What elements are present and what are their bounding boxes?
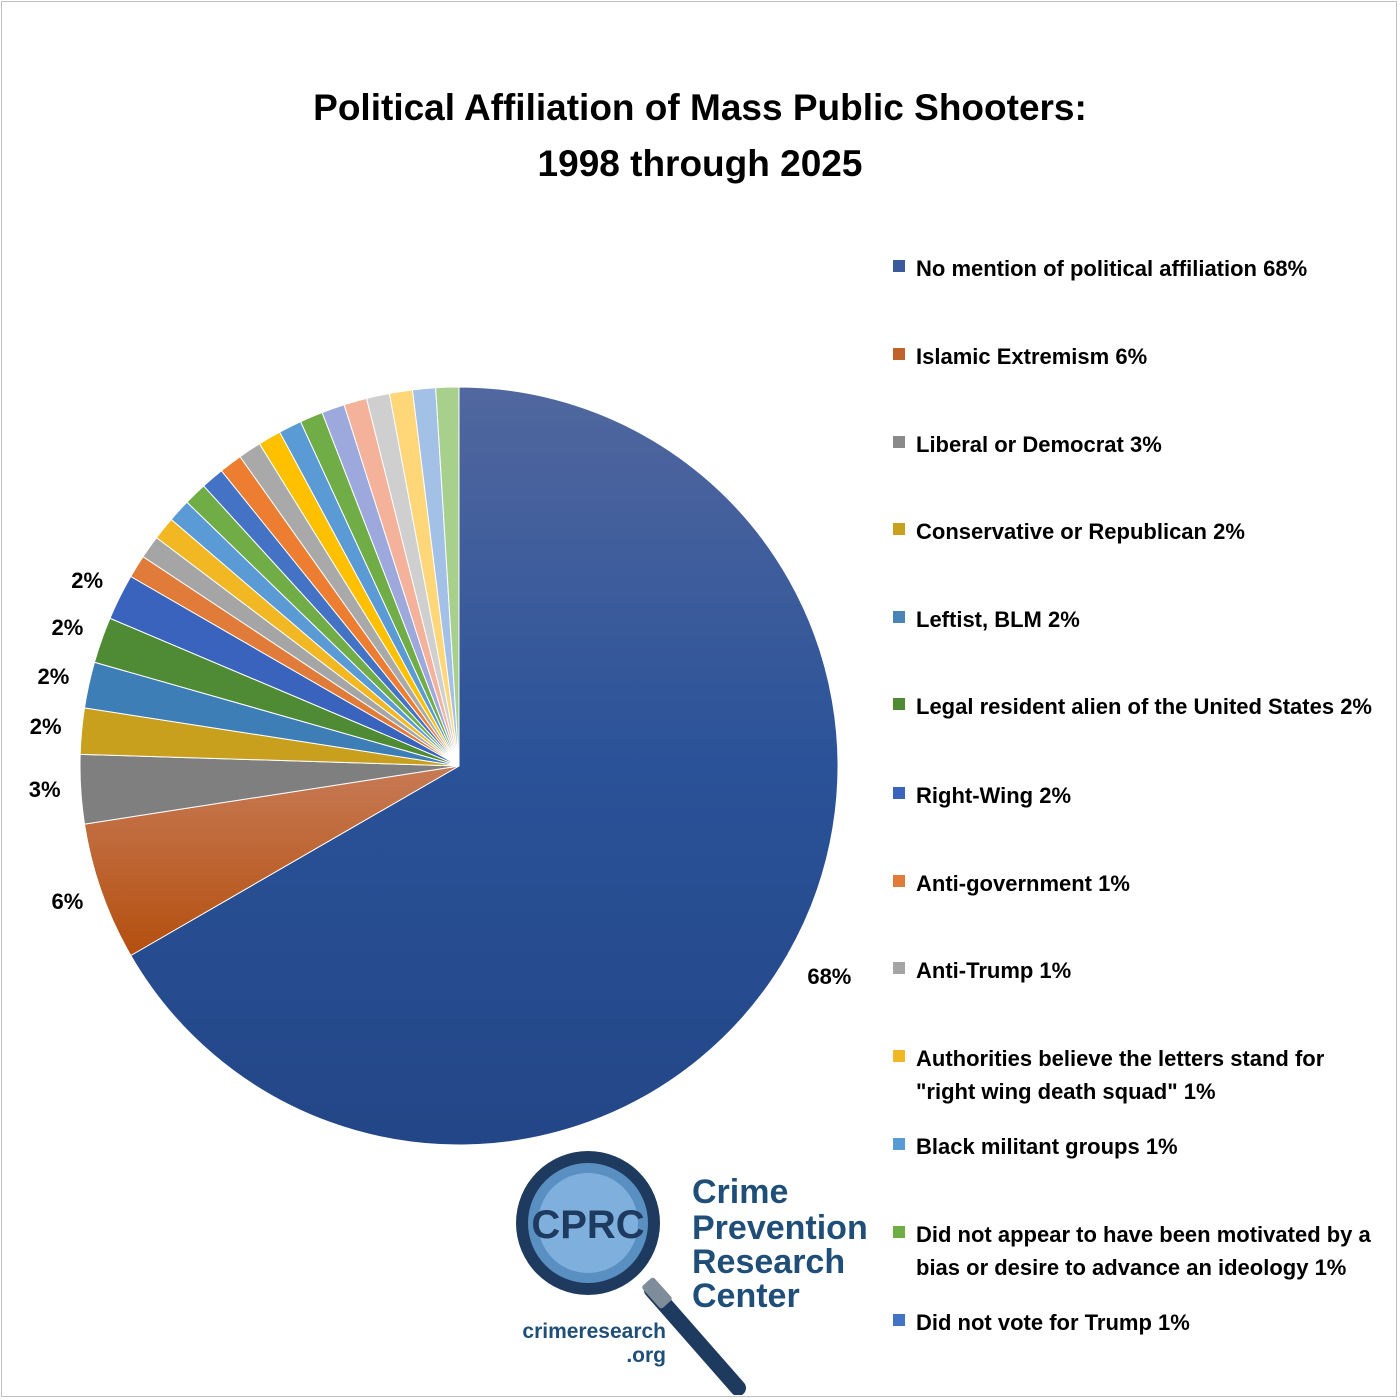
pie-data-label: 2% (37, 663, 70, 689)
legend-item: Authorities believe the letters stand fo… (893, 1042, 1373, 1108)
legend-label: Islamic Extremism 6% (916, 344, 1148, 369)
pie-slice (130, 386, 839, 1146)
legend-item: Conservative or Republican 2% (893, 515, 1373, 548)
logo-badge-text: CPRC (531, 1203, 644, 1247)
logo-name-line-4: Center (692, 1277, 800, 1315)
magnifier-icon: CPRC (516, 1151, 746, 1395)
legend-item: Did not vote for Trump 1% (893, 1306, 1373, 1339)
pie-data-label: 2% (71, 567, 104, 593)
legend-item: No mention of political affiliation 68% (893, 252, 1373, 285)
logo-url-line-2: .org (626, 1344, 666, 1367)
legend-label: Authorities believe the letters stand fo… (916, 1046, 1325, 1104)
legend-label: Leftist, BLM 2% (916, 607, 1080, 632)
legend-item: Anti-Trump 1% (893, 954, 1373, 987)
legend-swatch (893, 436, 905, 448)
legend-label: Conservative or Republican 2% (916, 519, 1245, 544)
logo-name-line-2: Prevention (692, 1209, 868, 1247)
pie-data-label: 6% (51, 889, 84, 915)
legend-item: Islamic Extremism 6% (893, 340, 1373, 373)
legend-item: Black militant groups 1% (893, 1130, 1373, 1163)
logo-url-line-1: crimeresearch (522, 1320, 666, 1343)
legend-swatch (893, 348, 905, 360)
legend-swatch (893, 1314, 905, 1326)
legend-label: Did not appear to have been motivated by… (916, 1222, 1371, 1280)
legend-label: Liberal or Democrat 3% (916, 432, 1162, 457)
legend-swatch (893, 523, 905, 535)
legend-label: Right-Wing 2% (916, 783, 1071, 808)
legend-item: Leftist, BLM 2% (893, 603, 1373, 636)
legend-item: Did not appear to have been motivated by… (893, 1218, 1373, 1284)
legend-label: Black militant groups 1% (916, 1134, 1178, 1159)
pie-slice (435, 386, 460, 767)
legend-label: Anti-government 1% (916, 871, 1130, 896)
legend-label: Did not vote for Trump 1% (916, 1310, 1190, 1335)
cprc-logo: CPRC Crime Prevention Research Center cr… (500, 1145, 885, 1395)
legend-label: Anti-Trump 1% (916, 958, 1072, 983)
chart-title: Political Affiliation of Mass Public Sho… (313, 87, 1087, 128)
legend-swatch (893, 1138, 905, 1150)
legend-label: No mention of political affiliation 68% (916, 256, 1308, 281)
legend-label: Legal resident alien of the United State… (916, 694, 1372, 719)
logo-name-line-3: Research (692, 1243, 846, 1281)
legend-swatch (893, 698, 905, 710)
chart-subtitle: 1998 through 2025 (537, 143, 863, 184)
pie-slice (83, 765, 460, 957)
pie-data-label: 3% (28, 777, 61, 803)
legend-item: Anti-government 1% (893, 867, 1373, 900)
legend-swatch (893, 1226, 905, 1238)
legend-item: Liberal or Democrat 3% (893, 428, 1373, 461)
pie-data-label: 2% (51, 614, 84, 640)
legend-item: Legal resident alien of the United State… (893, 690, 1373, 723)
legend-swatch (893, 260, 905, 272)
legend-swatch (893, 962, 905, 974)
legend-swatch (893, 875, 905, 887)
pie-data-label: 2% (29, 713, 62, 739)
legend-item: Right-Wing 2% (893, 779, 1373, 812)
chart-title-block: Political Affiliation of Mass Public Sho… (0, 80, 1400, 192)
legend-swatch (893, 1050, 905, 1062)
pie-data-label: 68% (807, 963, 852, 989)
logo-name-line-1: Crime (692, 1173, 789, 1211)
legend-swatch (893, 787, 905, 799)
legend-swatch (893, 611, 905, 623)
